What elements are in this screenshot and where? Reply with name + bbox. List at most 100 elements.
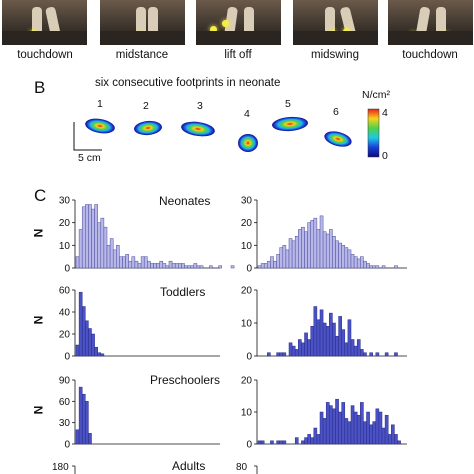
bar-neonates-left-22 xyxy=(143,256,148,269)
bar-neonates-left-35 xyxy=(184,265,188,269)
bar-neonates-left-30 xyxy=(168,260,173,269)
bar-neonates-left-6 xyxy=(94,204,98,269)
bar-neonates-right-40 xyxy=(381,265,386,269)
y-tick-label-neonates-right-1: 10 xyxy=(241,241,253,252)
bar-neonates-left-5 xyxy=(91,208,95,269)
phase-label-3: lift off xyxy=(224,49,252,61)
bar-neonates-left-26 xyxy=(156,263,160,269)
phase-label-1: touchdown xyxy=(17,49,73,61)
bar-neonates-right-6 xyxy=(276,254,280,269)
footprint-number-2: 2 xyxy=(143,100,149,112)
footprint-number-4: 4 xyxy=(244,108,250,120)
group-label-neonates: Neonates xyxy=(159,194,211,208)
bar-neonates-right-20 xyxy=(319,215,324,269)
bar-preschoolers-right-33 xyxy=(360,402,364,445)
bar-toddlers-right-32 xyxy=(356,339,361,357)
bar-preschoolers-right-40 xyxy=(381,427,386,445)
bar-neonates-right-21 xyxy=(322,231,327,269)
bar-toddlers-right-18 xyxy=(313,306,318,357)
bar-toddlers-right-12 xyxy=(294,349,299,357)
bar-toddlers-right-21 xyxy=(322,322,327,357)
footprint-title: six consecutive footprints in neonate xyxy=(95,77,281,89)
group-label-toddlers: Toddlers xyxy=(160,285,206,299)
y-tick-label-neonates-left-3: 30 xyxy=(59,196,71,207)
bar-neonates-right-27 xyxy=(341,245,346,269)
photo-midstance xyxy=(100,0,185,45)
bar-toddlers-right-17 xyxy=(310,326,315,357)
y-tick-label-toddlers-right-1: 10 xyxy=(241,319,253,330)
bar-neonates-right-13 xyxy=(298,229,302,269)
y-tick-label-toddlers-right-0: 0 xyxy=(246,352,252,363)
bar-toddlers-right-28 xyxy=(344,342,349,357)
bar-toddlers-left-7 xyxy=(97,352,102,357)
group-label-adults: Adults xyxy=(172,459,206,473)
bar-toddlers-right-8 xyxy=(282,352,287,357)
bar-neonates-left-38 xyxy=(193,263,198,269)
footprint-3 xyxy=(181,121,215,137)
bar-neonates-left-34 xyxy=(181,263,185,269)
bar-toddlers-right-25 xyxy=(335,335,339,357)
colorbar-max-label: 4 xyxy=(382,107,388,119)
phase-label-2: midstance xyxy=(115,49,169,61)
bar-neonates-left-10 xyxy=(106,245,111,269)
footprint-5 xyxy=(272,116,308,132)
footprint-6 xyxy=(324,131,352,147)
bar-neonates-right-8 xyxy=(282,245,287,269)
adults-left-top-tick: 180 xyxy=(52,462,69,473)
bar-preschoolers-right-26 xyxy=(338,411,342,445)
bar-neonates-right-31 xyxy=(353,256,358,269)
bar-neonates-left-50 xyxy=(230,265,235,269)
y-axis-label-neonates: N xyxy=(31,228,46,238)
bar-preschoolers-right-21 xyxy=(322,418,327,445)
bar-toddlers-right-19 xyxy=(316,319,321,357)
bar-preschoolers-right-35 xyxy=(366,411,370,445)
bar-neonates-right-32 xyxy=(356,258,361,269)
bar-preschoolers-right-8 xyxy=(282,440,287,445)
y-tick-label-neonates-right-2: 20 xyxy=(241,218,253,229)
bar-preschoolers-right-23 xyxy=(329,405,333,445)
bar-neonates-right-10 xyxy=(288,238,293,269)
bar-neonates-left-15 xyxy=(122,256,126,269)
bar-toddlers-right-31 xyxy=(353,345,358,357)
bar-neonates-right-0 xyxy=(257,265,262,269)
y-tick-label-preschoolers-left-2: 60 xyxy=(59,397,71,408)
colorbar xyxy=(367,108,380,158)
bar-preschoolers-right-45 xyxy=(397,440,401,445)
bar-neonates-right-33 xyxy=(360,256,364,269)
bar-neonates-right-4 xyxy=(270,256,274,269)
bar-neonates-left-46 xyxy=(218,265,222,269)
bar-toddlers-right-38 xyxy=(375,352,380,357)
bar-toddlers-left-8 xyxy=(100,353,105,357)
photo-touchdown-2 xyxy=(388,0,473,45)
bar-toddlers-right-20 xyxy=(319,309,324,357)
bar-toddlers-left-3 xyxy=(85,320,89,357)
bar-neonates-left-37 xyxy=(190,265,195,269)
bar-preschoolers-right-4 xyxy=(270,440,274,445)
bar-neonates-right-7 xyxy=(279,247,284,269)
bar-preschoolers-right-24 xyxy=(332,408,336,445)
bar-preschoolers-right-43 xyxy=(391,424,395,445)
bar-preschoolers-right-20 xyxy=(319,411,324,445)
bar-neonates-left-18 xyxy=(131,256,136,269)
bar-toddlers-right-11 xyxy=(291,345,296,357)
bar-toddlers-right-44 xyxy=(394,352,398,357)
scale-bar xyxy=(73,122,102,151)
bar-toddlers-left-2 xyxy=(81,306,86,357)
group-label-preschoolers: Preschoolers xyxy=(150,373,221,387)
bar-neonates-left-3 xyxy=(85,204,89,269)
bar-toddlers-right-10 xyxy=(288,342,293,357)
y-tick-label-preschoolers-left-0: 0 xyxy=(64,440,70,451)
bar-toddlers-right-29 xyxy=(347,319,352,357)
bar-preschoolers-right-17 xyxy=(310,437,315,445)
bar-preschoolers-right-34 xyxy=(363,421,367,445)
photo-touchdown-1 xyxy=(2,0,87,45)
bar-neonates-right-24 xyxy=(332,236,336,269)
bar-preschoolers-right-18 xyxy=(313,427,318,445)
bar-neonates-left-36 xyxy=(187,265,191,269)
bar-toddlers-right-22 xyxy=(325,326,330,357)
y-tick-label-neonates-right-0: 0 xyxy=(246,264,252,275)
bar-preschoolers-right-1 xyxy=(260,440,265,445)
bar-toddlers-left-0 xyxy=(75,344,80,357)
bar-toddlers-right-23 xyxy=(329,312,333,357)
bar-toddlers-right-7 xyxy=(279,352,284,357)
